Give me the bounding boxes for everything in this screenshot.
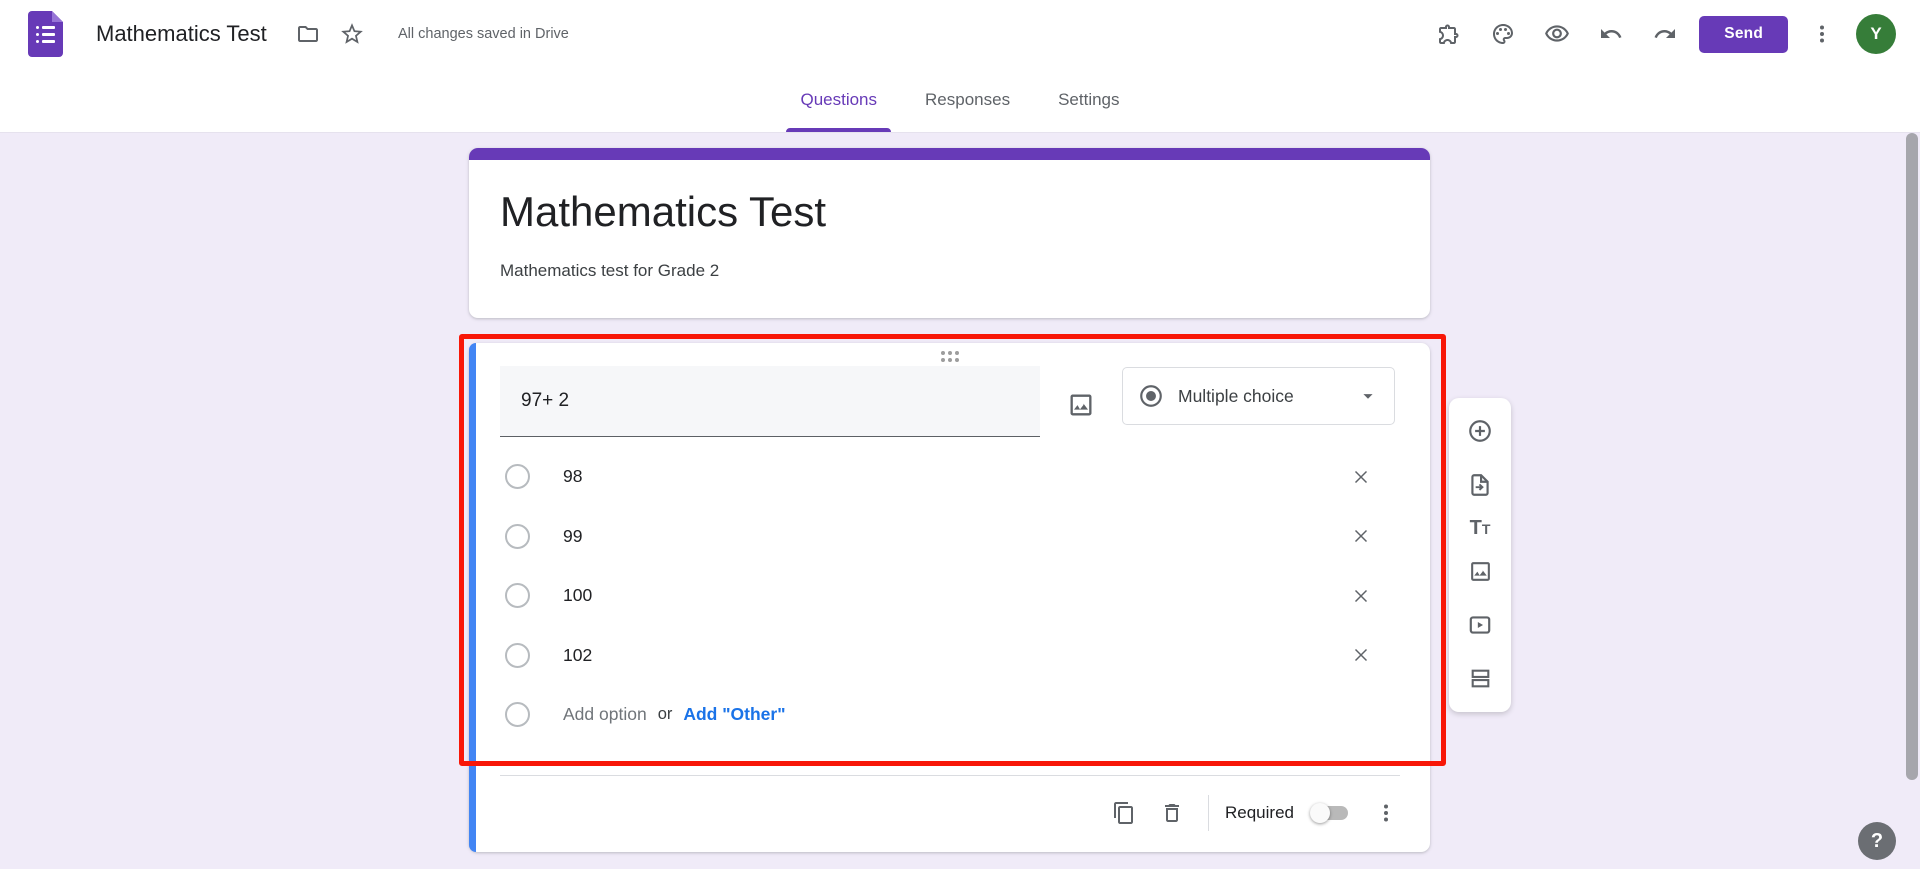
customize-theme-button[interactable] bbox=[1483, 14, 1523, 54]
forms-logo-list-icon bbox=[36, 26, 55, 43]
add-video-button[interactable] bbox=[1460, 605, 1500, 645]
footer-vertical-divider bbox=[1208, 795, 1209, 831]
required-label: Required bbox=[1225, 803, 1294, 822]
radio-circle-icon bbox=[505, 583, 530, 609]
required-toggle[interactable] bbox=[1310, 803, 1348, 823]
close-icon bbox=[1354, 470, 1368, 483]
duplicate-icon bbox=[1114, 802, 1133, 824]
question-drag-handle[interactable] bbox=[935, 349, 965, 364]
add-circle-icon bbox=[1469, 420, 1491, 443]
more-vertical-icon bbox=[1820, 25, 1824, 43]
options-list: 98 99 100 102 Add option or Add "Other" bbox=[469, 447, 1430, 745]
preview-button[interactable] bbox=[1537, 14, 1577, 54]
option-row: 102 bbox=[469, 626, 1430, 686]
or-text: or bbox=[657, 705, 673, 724]
add-question-button[interactable] bbox=[1460, 411, 1500, 451]
app-header: Mathematics Test All changes saved in Dr… bbox=[0, 0, 1920, 133]
topbar: Mathematics Test All changes saved in Dr… bbox=[0, 0, 1920, 68]
image-icon bbox=[1470, 562, 1490, 582]
remove-option-button[interactable] bbox=[1341, 576, 1381, 616]
question-more-options-button[interactable] bbox=[1366, 793, 1406, 833]
help-button[interactable]: ? bbox=[1858, 822, 1896, 860]
option-row: 98 bbox=[469, 447, 1430, 507]
redo-icon bbox=[1654, 29, 1676, 38]
preview-eye-icon bbox=[1545, 25, 1570, 42]
option-label[interactable]: 100 bbox=[563, 585, 593, 606]
question-card: 97+ 2 Multiple choice 98 99 100 102 bbox=[469, 343, 1430, 852]
drag-handle-icon bbox=[940, 351, 959, 355]
video-icon bbox=[1469, 616, 1491, 634]
undo-button[interactable] bbox=[1591, 14, 1631, 54]
option-label[interactable]: 99 bbox=[563, 525, 583, 546]
add-option-row: Add option or Add "Other" bbox=[469, 685, 1430, 745]
document-title[interactable]: Mathematics Test bbox=[96, 21, 267, 46]
selected-question-accent bbox=[469, 343, 476, 852]
star-icon bbox=[341, 23, 363, 44]
close-icon bbox=[1354, 530, 1368, 543]
extensions-button[interactable] bbox=[1429, 14, 1469, 54]
form-tabs: Questions Responses Settings bbox=[0, 68, 1920, 132]
radio-checked-icon bbox=[1140, 385, 1162, 407]
tab-responses[interactable]: Responses bbox=[925, 90, 1011, 109]
import-questions-icon bbox=[1471, 474, 1489, 496]
duplicate-question-button[interactable] bbox=[1104, 793, 1144, 833]
remove-option-button[interactable] bbox=[1341, 457, 1381, 497]
add-image-button[interactable] bbox=[1460, 552, 1500, 592]
text-title-icon: TT bbox=[1469, 517, 1491, 540]
radio-circle-icon bbox=[505, 702, 530, 728]
add-section-button[interactable] bbox=[1460, 659, 1500, 699]
folder-icon bbox=[298, 26, 318, 42]
tab-questions[interactable]: Questions bbox=[783, 68, 894, 132]
option-row: 99 bbox=[469, 507, 1430, 567]
question-footer: Required bbox=[1104, 783, 1406, 843]
forms-logo[interactable] bbox=[28, 11, 63, 57]
side-toolbar: TT bbox=[1449, 398, 1511, 712]
dropdown-caret-icon bbox=[1363, 394, 1373, 399]
more-options-button[interactable] bbox=[1802, 14, 1842, 54]
tab-settings[interactable]: Settings bbox=[1058, 90, 1120, 109]
option-label[interactable]: 98 bbox=[563, 466, 583, 487]
account-avatar[interactable]: Y bbox=[1856, 14, 1896, 54]
footer-divider bbox=[500, 775, 1400, 776]
extensions-icon bbox=[1439, 24, 1459, 44]
palette-icon bbox=[1493, 24, 1514, 44]
send-button[interactable]: Send bbox=[1699, 15, 1788, 53]
form-header-card[interactable]: Mathematics Test Mathematics test for Gr… bbox=[469, 148, 1430, 318]
star-button[interactable] bbox=[332, 14, 372, 54]
save-status-text: All changes saved in Drive bbox=[398, 26, 569, 42]
move-to-folder-button[interactable] bbox=[288, 14, 328, 54]
add-image-to-question-button[interactable] bbox=[1059, 383, 1103, 427]
form-title[interactable]: Mathematics Test bbox=[500, 188, 827, 235]
add-other-button[interactable]: Add "Other" bbox=[683, 704, 786, 725]
add-option-button[interactable]: Add option bbox=[563, 704, 647, 725]
question-type-label: Multiple choice bbox=[1178, 385, 1294, 406]
radio-circle-icon bbox=[505, 523, 530, 549]
close-icon bbox=[1354, 649, 1368, 662]
import-questions-button[interactable] bbox=[1460, 465, 1500, 505]
close-icon bbox=[1354, 589, 1368, 602]
undo-icon bbox=[1601, 29, 1622, 38]
trash-icon bbox=[1165, 804, 1179, 822]
remove-option-button[interactable] bbox=[1341, 635, 1381, 675]
more-vertical-icon bbox=[1384, 804, 1388, 822]
question-text-input[interactable]: 97+ 2 bbox=[500, 366, 1040, 437]
radio-circle-icon bbox=[505, 642, 530, 668]
question-type-dropdown[interactable]: Multiple choice bbox=[1122, 367, 1395, 425]
remove-option-button[interactable] bbox=[1341, 516, 1381, 556]
delete-question-button[interactable] bbox=[1152, 793, 1192, 833]
add-title-description-button[interactable]: TT bbox=[1470, 518, 1491, 538]
radio-circle-icon bbox=[505, 464, 530, 490]
scrollbar-thumb[interactable] bbox=[1906, 133, 1918, 780]
section-icon bbox=[1471, 669, 1489, 688]
theme-color-strip bbox=[469, 148, 1430, 160]
image-icon bbox=[1070, 394, 1092, 416]
redo-button[interactable] bbox=[1645, 14, 1685, 54]
form-description[interactable]: Mathematics test for Grade 2 bbox=[500, 261, 720, 280]
option-row: 100 bbox=[469, 566, 1430, 626]
option-label[interactable]: 102 bbox=[563, 644, 593, 665]
toggle-knob bbox=[1310, 803, 1330, 823]
